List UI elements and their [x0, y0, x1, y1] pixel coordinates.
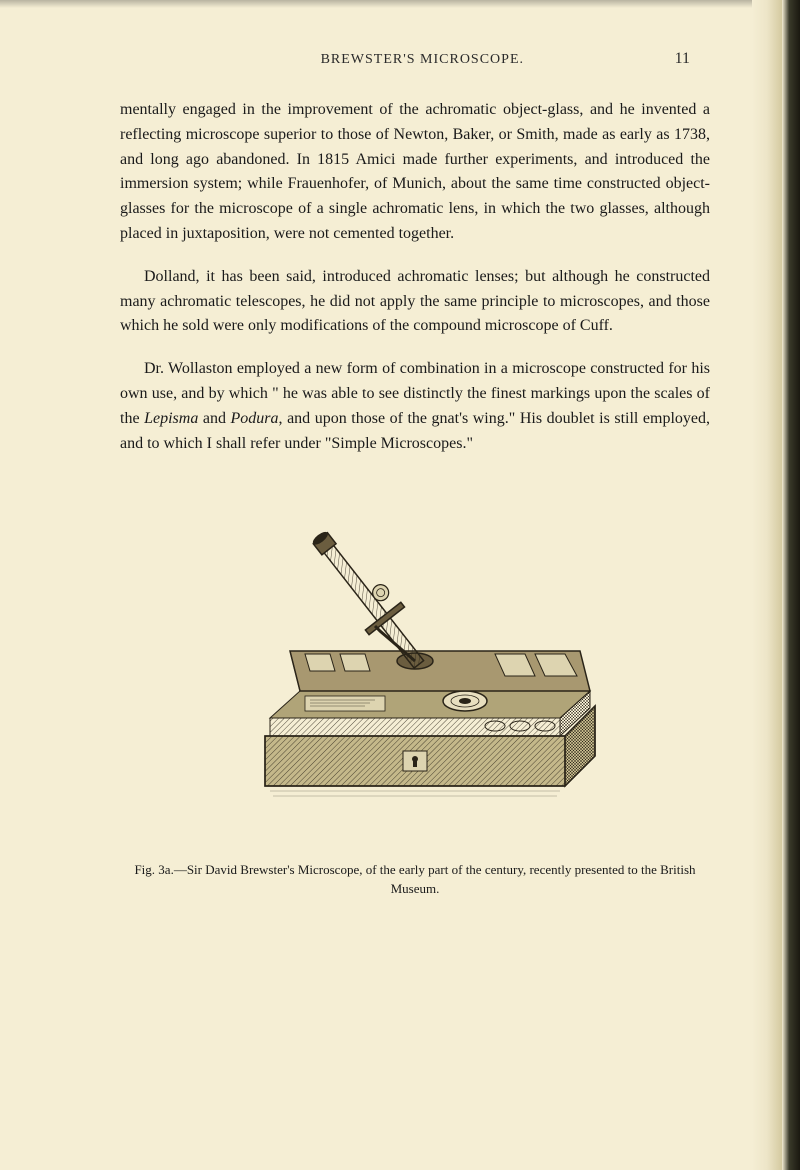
- paragraph-2: Dolland, it has been said, introduced ac…: [120, 265, 710, 339]
- running-header-title: BREWSTER'S MICROSCOPE.: [170, 52, 675, 68]
- microscope-engraving: [215, 476, 615, 846]
- paragraph-3-part2: and: [198, 410, 230, 427]
- paragraph-3: Dr. Wollaston employed a new form of com…: [120, 357, 710, 456]
- paragraph-3-lepisma: Lepisma: [144, 410, 198, 427]
- book-dark-edge: [782, 0, 800, 1170]
- figure-container: Fig. 3a.—Sir David Brewster's Microscope…: [120, 476, 710, 897]
- page-content: BREWSTER'S MICROSCOPE. 11 mentally engag…: [0, 0, 800, 1170]
- figure-caption-label: Fig. 3a.: [134, 862, 173, 877]
- figure-caption-text: —Sir David Brewster's Microscope, of the…: [174, 862, 696, 895]
- paragraph-3-podura: Podura: [231, 410, 279, 427]
- page-number: 11: [675, 50, 690, 68]
- paragraph-1: mentally engaged in the improvement of t…: [120, 98, 710, 247]
- page-header: BREWSTER'S MICROSCOPE. 11: [120, 50, 710, 68]
- figure-caption: Fig. 3a.—Sir David Brewster's Microscope…: [120, 861, 710, 897]
- book-page-edge: [752, 0, 782, 1170]
